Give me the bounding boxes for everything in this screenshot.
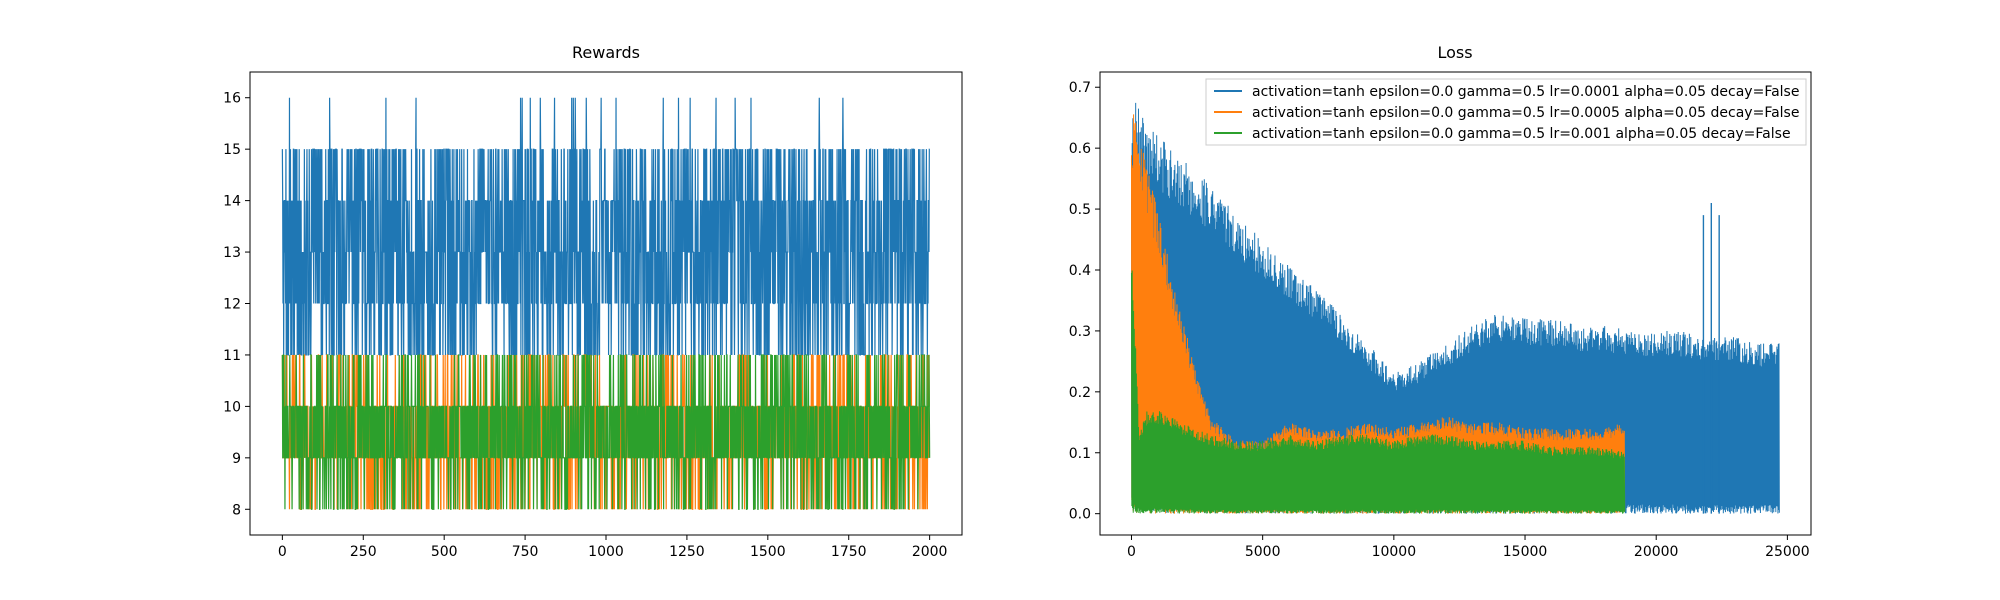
legend-label-series-2: activation=tanh epsilon=0.0 gamma=0.5 lr… <box>1252 105 1799 121</box>
loss-series-3-line <box>1130 270 1626 514</box>
x-tick-label: 10000 <box>1372 544 1417 560</box>
x-tick-label: 20000 <box>1634 544 1679 560</box>
x-tick-label: 1250 <box>669 544 705 560</box>
y-tick-label: 0.7 <box>1069 80 1091 96</box>
x-tick-label: 1750 <box>831 544 867 560</box>
y-tick-label: 15 <box>223 142 241 158</box>
loss-legend: activation=tanh epsilon=0.0 gamma=0.5 lr… <box>1205 78 1807 146</box>
rewards-x-ticks: 0 250 500 750 1000 1250 1500 1750 2000 <box>278 535 948 560</box>
legend-label-series-3: activation=tanh epsilon=0.0 gamma=0.5 lr… <box>1252 126 1791 142</box>
y-tick-label: 0.0 <box>1069 507 1091 523</box>
y-tick-label: 10 <box>223 399 241 415</box>
x-tick-label: 500 <box>431 544 458 560</box>
y-tick-label: 0.2 <box>1069 385 1091 401</box>
loss-y-ticks: 0.0 0.1 0.2 0.3 0.4 0.5 0.6 0.7 <box>1069 80 1100 523</box>
loss-chart: Loss 0 5000 10000 15000 20000 25000 0.0 0.1 0.2… <box>1069 43 1812 560</box>
x-tick-label: 0 <box>1127 544 1136 560</box>
y-tick-label: 13 <box>223 245 241 261</box>
y-tick-label: 12 <box>223 297 241 313</box>
y-tick-label: 16 <box>223 91 241 107</box>
y-tick-label: 8 <box>232 502 241 518</box>
y-tick-label: 14 <box>223 194 241 210</box>
x-tick-label: 5000 <box>1245 544 1281 560</box>
x-tick-label: 250 <box>350 544 377 560</box>
y-tick-label: 0.1 <box>1069 446 1091 462</box>
y-tick-label: 11 <box>223 348 241 364</box>
x-tick-label: 1000 <box>588 544 624 560</box>
x-tick-label: 750 <box>512 544 539 560</box>
loss-axes-frame <box>1099 71 1812 536</box>
rewards-title: Rewards <box>572 43 640 62</box>
y-tick-label: 0.6 <box>1069 141 1091 157</box>
rewards-series-1-line <box>281 97 930 356</box>
x-tick-label: 1500 <box>750 544 786 560</box>
loss-plot-area <box>1130 102 1780 514</box>
y-tick-label: 0.3 <box>1069 324 1091 340</box>
rewards-series-3-line <box>281 354 931 510</box>
y-tick-label: 9 <box>232 451 241 467</box>
x-tick-label: 2000 <box>912 544 948 560</box>
rewards-plot-area <box>281 97 931 510</box>
legend-label-series-1: activation=tanh epsilon=0.0 gamma=0.5 lr… <box>1252 84 1799 100</box>
x-tick-label: 0 <box>278 544 287 560</box>
rewards-y-ticks: 8 9 10 11 12 13 14 15 16 <box>223 91 250 518</box>
legend-box <box>1205 78 1807 146</box>
y-tick-label: 0.4 <box>1069 263 1091 279</box>
y-tick-label: 0.5 <box>1069 202 1091 218</box>
x-tick-label: 15000 <box>1503 544 1548 560</box>
loss-x-ticks: 0 5000 10000 15000 20000 25000 <box>1127 535 1810 560</box>
x-tick-label: 25000 <box>1765 544 1810 560</box>
loss-title: Loss <box>1437 43 1472 62</box>
rewards-chart: Rewards 0 250 500 750 1000 1250 1500 1750 2000 8… <box>223 43 963 560</box>
loss-series-1-line <box>1130 102 1780 514</box>
